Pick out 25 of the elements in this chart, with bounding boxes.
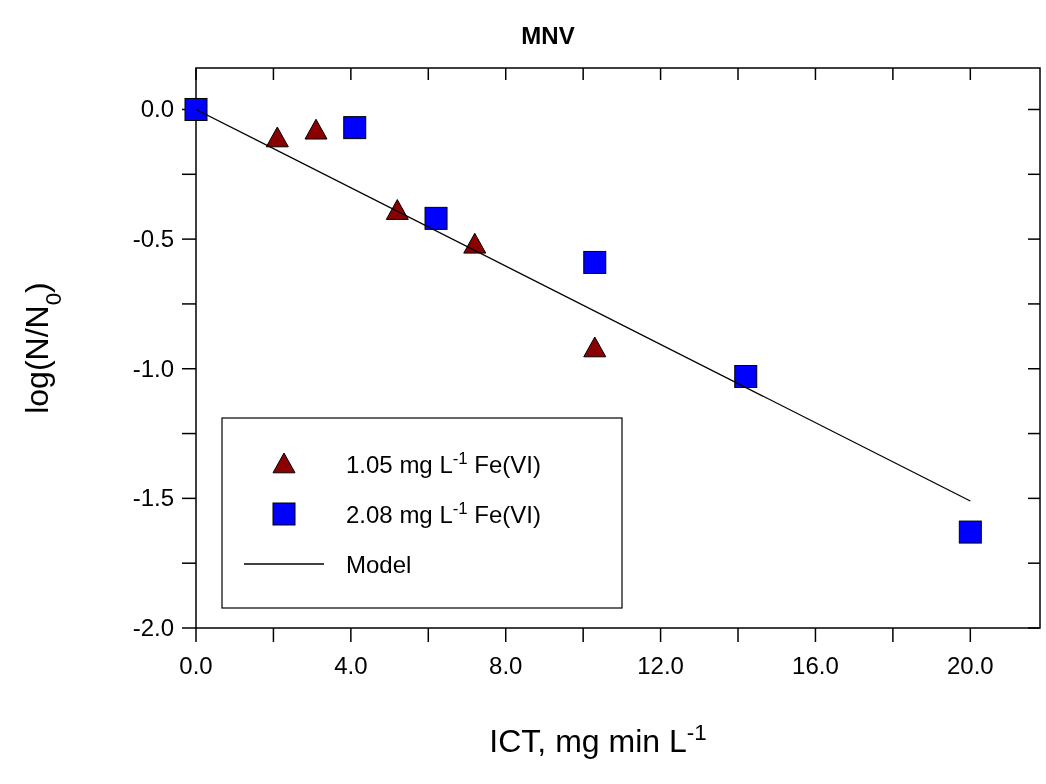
point <box>734 365 758 389</box>
y-tick-label: 0.0 <box>140 95 174 123</box>
point <box>265 126 289 148</box>
y-tick-label: -0.5 <box>132 225 174 253</box>
chart-title: MNV <box>521 22 575 49</box>
legend-label: 2.08 mg L$^{-1}$ Fe(VI) <box>346 498 541 528</box>
y-tick-label: -2.0 <box>132 614 174 641</box>
x-tick-label: 8.0 <box>489 652 523 679</box>
point <box>424 206 448 230</box>
y-tick-label: -1.5 <box>132 484 174 512</box>
point <box>304 118 328 140</box>
x-tick-label: 20.0 <box>946 652 994 679</box>
x-tick-label: 0.0 <box>179 652 213 679</box>
point <box>463 232 487 254</box>
x-tick-label: 12.0 <box>637 652 684 679</box>
point <box>583 336 607 358</box>
legend-label: Model <box>346 551 412 578</box>
x-tick-label: 16.0 <box>792 652 839 679</box>
x-axis-title: ICT, mg min L$^{-1}$ <box>489 719 707 759</box>
y-tick-label: -1.0 <box>132 354 174 382</box>
point <box>958 520 982 544</box>
legend-label: 1.05 mg L$^{-1}$ Fe(VI) <box>346 448 541 478</box>
point <box>343 116 367 140</box>
x-tick-label: 4.0 <box>334 652 368 679</box>
point <box>583 250 607 274</box>
